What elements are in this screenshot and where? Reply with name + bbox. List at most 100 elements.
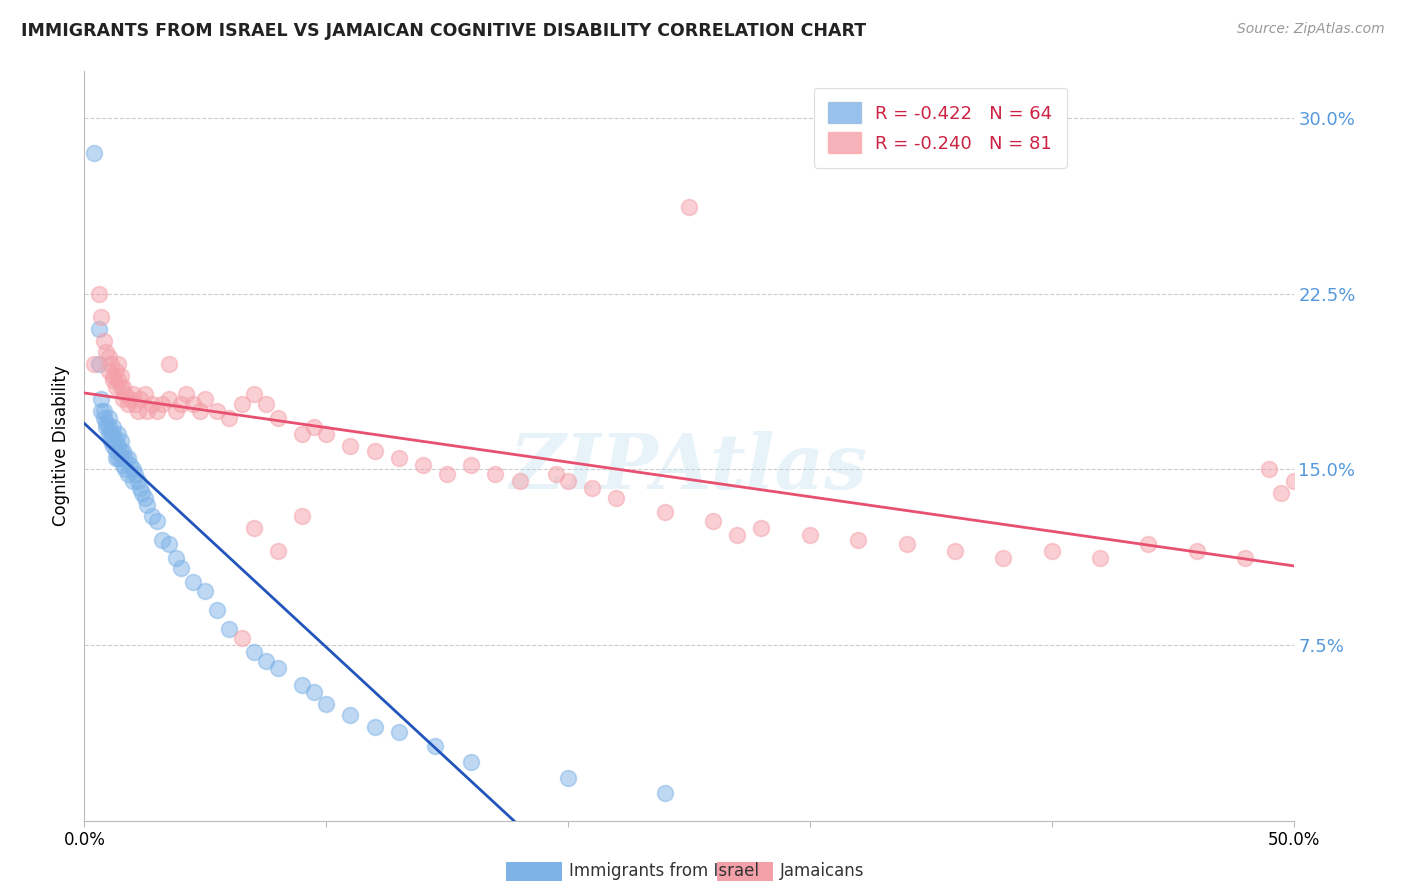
Point — [120, 458, 142, 472]
Point — [124, 467, 146, 482]
Point — [103, 374, 125, 388]
Point — [412, 458, 434, 472]
Point — [207, 603, 229, 617]
Point — [94, 420, 117, 434]
Point — [104, 380, 127, 394]
Point — [557, 772, 579, 786]
Point — [112, 443, 135, 458]
Point — [170, 397, 193, 411]
Point — [104, 364, 127, 378]
Point — [150, 533, 173, 547]
Text: Jamaicans: Jamaicans — [780, 863, 865, 880]
Point — [97, 411, 120, 425]
Point — [302, 420, 325, 434]
Point — [90, 392, 112, 407]
Point — [231, 397, 253, 411]
Point — [654, 786, 676, 800]
Point — [97, 350, 120, 364]
Point — [557, 474, 579, 488]
Point — [127, 474, 149, 488]
Point — [174, 387, 197, 401]
Point — [1185, 544, 1208, 558]
Point — [315, 427, 337, 442]
Legend: R = -0.422   N = 64, R = -0.240   N = 81: R = -0.422 N = 64, R = -0.240 N = 81 — [814, 88, 1067, 168]
Text: IMMIGRANTS FROM ISRAEL VS JAMAICAN COGNITIVE DISABILITY CORRELATION CHART: IMMIGRANTS FROM ISRAEL VS JAMAICAN COGNI… — [21, 22, 866, 40]
Point — [110, 443, 132, 458]
Point — [436, 467, 458, 482]
Point — [127, 404, 149, 418]
Point — [129, 481, 152, 495]
Y-axis label: Cognitive Disability: Cognitive Disability — [52, 366, 70, 526]
Point — [799, 528, 821, 542]
Point — [291, 678, 314, 692]
Point — [1270, 485, 1292, 500]
Point — [100, 434, 122, 449]
Point — [120, 392, 142, 407]
Point — [291, 427, 314, 442]
Point — [267, 544, 290, 558]
Point — [112, 458, 135, 472]
Point — [117, 450, 139, 465]
Point — [107, 374, 129, 388]
Point — [117, 467, 139, 482]
Point — [363, 443, 385, 458]
Point — [107, 427, 129, 442]
Point — [90, 404, 112, 418]
Point — [218, 411, 240, 425]
Point — [291, 509, 314, 524]
Text: Source: ZipAtlas.com: Source: ZipAtlas.com — [1237, 22, 1385, 37]
Point — [146, 514, 169, 528]
Point — [107, 439, 129, 453]
Point — [509, 474, 531, 488]
Point — [165, 551, 187, 566]
Point — [157, 357, 180, 371]
Point — [103, 368, 125, 383]
Point — [896, 537, 918, 551]
Point — [315, 697, 337, 711]
Point — [1282, 474, 1305, 488]
Point — [136, 404, 159, 418]
Point — [605, 491, 627, 505]
Point — [117, 397, 139, 411]
Point — [114, 450, 136, 465]
Point — [751, 521, 773, 535]
Point — [181, 397, 204, 411]
Point — [339, 708, 361, 723]
Point — [423, 739, 446, 753]
Point — [103, 420, 125, 434]
Point — [129, 392, 152, 407]
Point — [157, 392, 180, 407]
Point — [87, 322, 110, 336]
Point — [114, 462, 136, 476]
Point — [363, 720, 385, 734]
Point — [141, 397, 163, 411]
Point — [157, 537, 180, 551]
Point — [702, 514, 724, 528]
Point — [110, 368, 132, 383]
Point — [302, 685, 325, 699]
Point — [97, 427, 120, 442]
Point — [1040, 544, 1063, 558]
Point — [90, 310, 112, 325]
Point — [460, 458, 482, 472]
Point — [1137, 537, 1160, 551]
Point — [218, 622, 240, 636]
Point — [141, 509, 163, 524]
Point — [170, 561, 193, 575]
Point — [87, 286, 110, 301]
Point — [1234, 551, 1257, 566]
Point — [993, 551, 1015, 566]
Point — [150, 397, 173, 411]
Point — [104, 450, 127, 465]
Point — [846, 533, 869, 547]
Point — [231, 631, 253, 645]
Point — [678, 200, 700, 214]
Point — [97, 364, 120, 378]
Point — [267, 661, 290, 675]
Point — [83, 357, 105, 371]
Point — [94, 416, 117, 430]
Point — [242, 387, 264, 401]
Point — [134, 387, 156, 401]
Point — [254, 397, 277, 411]
Point — [181, 574, 204, 589]
